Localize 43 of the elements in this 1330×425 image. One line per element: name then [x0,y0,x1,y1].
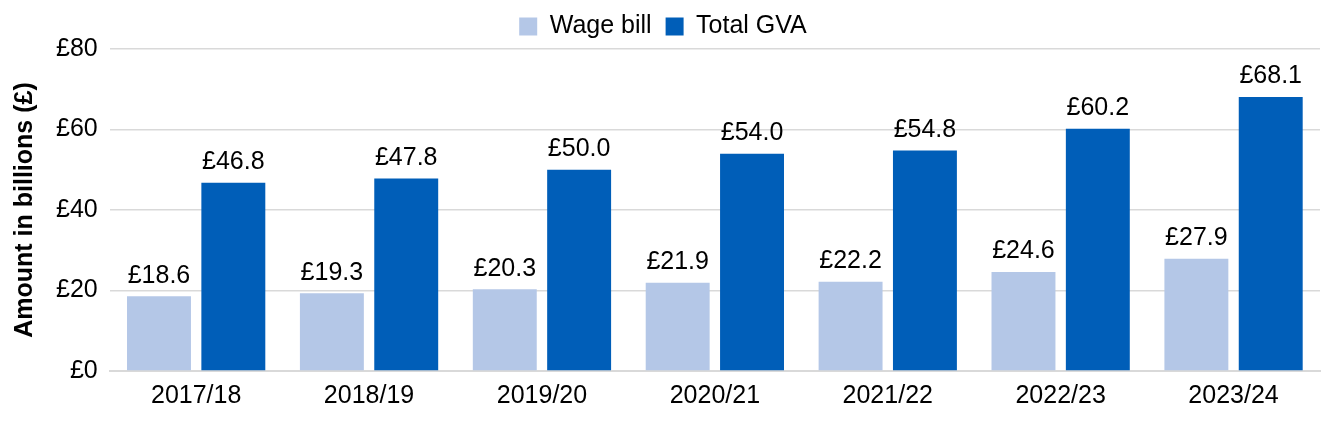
bar [991,271,1056,371]
bar [1238,96,1303,371]
data-label: £60.2 [1066,92,1130,121]
data-label: £47.8 [374,142,438,170]
x-tick-label: 2022/23 [1015,379,1106,408]
bar [645,282,710,371]
data-label: £54.8 [893,113,957,142]
legend-label: Total GVA [696,10,808,39]
y-tick-label: £20 [55,274,98,303]
data-label: £27.9 [1165,222,1228,251]
data-label: £22.2 [819,245,882,274]
bar [201,182,266,371]
x-tick-label: 2021/22 [842,379,933,408]
data-label: £19.3 [300,256,364,285]
bar [547,169,612,371]
data-label: £68.1 [1239,60,1303,89]
bar [1164,258,1229,371]
y-tick-label: £80 [55,32,98,61]
x-tick-label: 2020/21 [669,379,761,408]
bar [720,153,784,371]
y-tick-label: £40 [55,193,98,222]
data-label: £18.6 [127,259,191,288]
bar [818,281,883,371]
bar [374,178,439,371]
x-tick-label: 2017/18 [150,379,242,408]
data-label: £46.8 [202,146,265,175]
data-label: £21.9 [646,246,709,275]
data-label: £20.3 [473,252,537,281]
data-label: £24.6 [992,235,1055,264]
bar [472,289,537,371]
y-axis-title: Amount in billions (£) [8,82,37,338]
y-tick-label: £0 [69,354,98,383]
bar [892,150,957,371]
bar [1065,128,1130,371]
data-label: £50.0 [547,133,611,162]
legend-label: Wage bill [549,10,652,39]
x-tick-label: 2023/24 [1188,379,1279,408]
bar [127,296,191,371]
x-tick-label: 2019/20 [496,379,588,408]
bar [299,293,364,371]
y-tick-label: £60 [55,113,98,142]
x-tick-label: 2018/19 [323,379,415,408]
data-label: £54.0 [720,117,784,146]
